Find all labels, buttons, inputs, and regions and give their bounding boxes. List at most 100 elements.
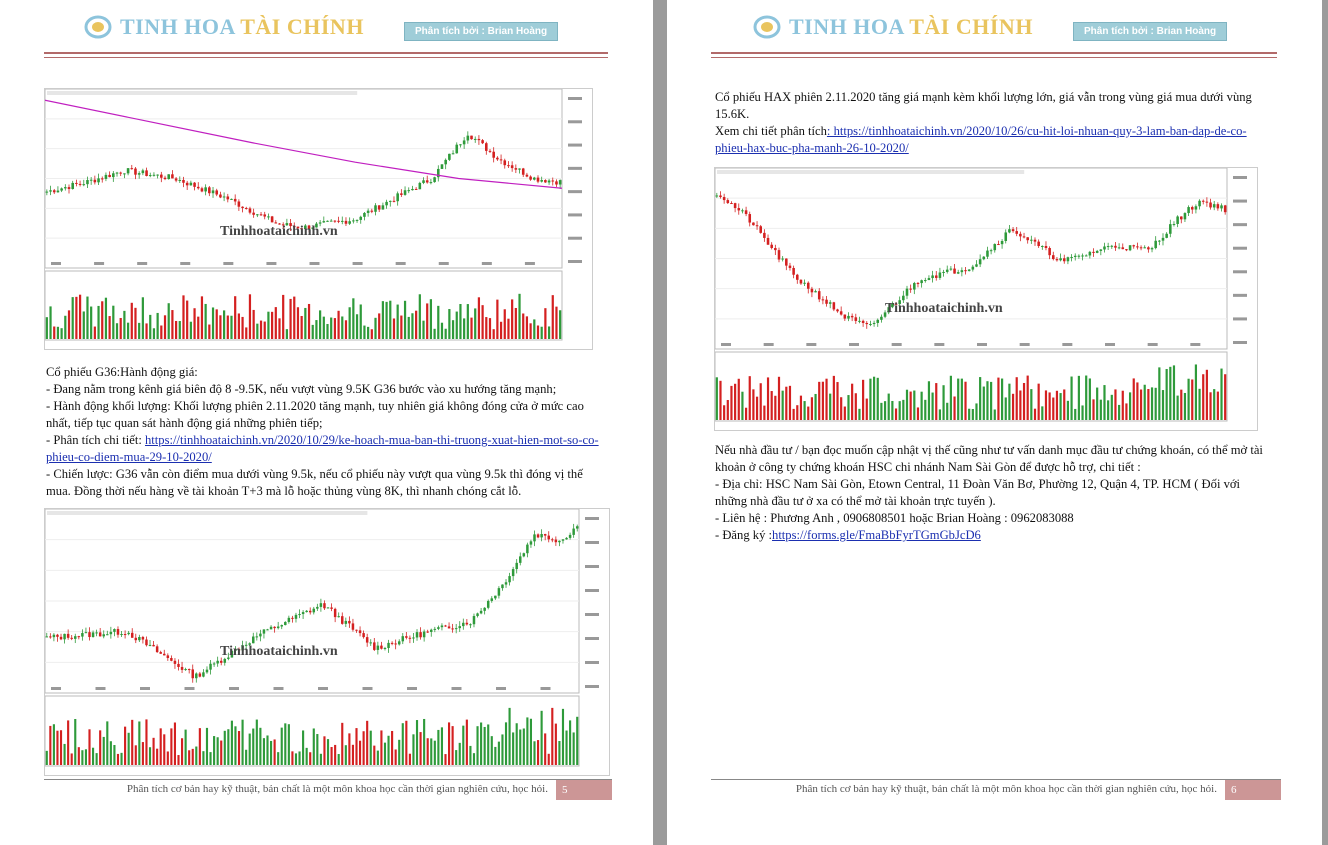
volume-bar [407, 316, 410, 339]
candle-body [84, 632, 88, 634]
candle-body [363, 212, 366, 217]
volume-bar [554, 723, 557, 765]
candle-body [575, 526, 579, 529]
volume-bar [876, 377, 879, 420]
candle-body [836, 309, 839, 312]
volume-bar [433, 740, 436, 765]
volume-bar [108, 316, 111, 339]
volume-bar [880, 402, 883, 420]
volume-bar [1216, 391, 1219, 420]
section-title: Cổ phiếu G36:Hành động giá: [46, 365, 198, 379]
candle-body [1169, 224, 1172, 234]
candle-body [525, 174, 529, 177]
volume-bar [501, 734, 504, 765]
volume-bar [415, 310, 418, 339]
candle-body [792, 267, 795, 275]
detail-link[interactable]: https://tinhhoataichinh.vn/2020/10/29/ke… [46, 433, 599, 464]
candle-body [561, 539, 565, 541]
volume-bar [451, 320, 455, 339]
volume-bar [124, 726, 127, 765]
candle-body [123, 634, 127, 636]
candle-body [1011, 229, 1015, 232]
volume-bar [63, 743, 66, 765]
brand-logo: TINH HOA TÀI CHÍNH [753, 14, 1033, 40]
candle-body [252, 636, 255, 644]
candle-body [993, 244, 997, 251]
volume-bar [458, 742, 461, 765]
candle-body [134, 637, 138, 641]
candle-body [1019, 233, 1022, 237]
candle-body [466, 135, 470, 141]
candle-body [481, 140, 484, 144]
candle-body [56, 634, 59, 637]
axis-tick-label [1233, 199, 1247, 203]
volume-bar [391, 730, 394, 765]
volume-bar [547, 326, 551, 339]
candle-body [270, 216, 274, 223]
volume-bar [490, 736, 493, 765]
volume-bar [195, 746, 198, 765]
axis-tick-label [1190, 343, 1201, 346]
candle-body [839, 311, 843, 315]
axis-tick-label [721, 343, 731, 346]
volume-bar [447, 722, 451, 765]
volume-bar [477, 297, 481, 339]
volume-bar [496, 299, 499, 339]
volume-bar [141, 297, 144, 339]
volume-bar [902, 399, 905, 420]
candle-body [167, 174, 171, 180]
volume-bar [883, 401, 887, 420]
register-link[interactable]: https://forms.gle/FmaBbFyrTGmGbJcD6 [772, 528, 981, 542]
candle-body [230, 198, 233, 200]
candle-body [1190, 207, 1194, 210]
candle-body [193, 182, 196, 187]
candle-body [355, 219, 359, 221]
volume-bar [519, 729, 522, 765]
candle-body [515, 562, 518, 570]
candle-body [554, 539, 558, 543]
candle-body [394, 643, 397, 645]
volume-bar [326, 739, 330, 765]
volume-bar [227, 729, 230, 765]
volume-bar [459, 304, 462, 339]
volume-bar [370, 329, 373, 339]
candle-body [75, 182, 78, 184]
axis-tick-label [568, 260, 582, 263]
volume-bar [148, 747, 152, 765]
candle-body [376, 645, 380, 650]
volume-bar [344, 745, 347, 765]
candle-body [1081, 255, 1084, 257]
header-rule [711, 52, 1277, 58]
volume-bar [355, 728, 358, 765]
detail-link[interactable]: : https://tinhhoataichinh.vn/2020/10/26/… [715, 124, 1247, 155]
volume-bar [259, 320, 263, 339]
axis-tick-label [1233, 223, 1247, 227]
volume-bar [576, 716, 579, 765]
volume-bar [723, 405, 726, 420]
volume-bar [508, 707, 511, 765]
volume-bar [1070, 376, 1073, 420]
volume-bar [49, 725, 52, 765]
volume-bar [266, 735, 269, 765]
candle-body [248, 208, 252, 213]
volume-bar [323, 736, 326, 765]
candle-body [407, 190, 411, 192]
candle-body [276, 626, 280, 629]
candle-body [770, 244, 773, 249]
candle-body [547, 180, 551, 183]
volume-bar [832, 375, 835, 420]
candle-body [473, 138, 477, 140]
brand-name: TINH HOA TÀI CHÍNH [120, 14, 364, 39]
volume-bar [1132, 378, 1135, 420]
candle-body [426, 631, 429, 633]
volume-bar [405, 720, 408, 765]
candle-body [832, 302, 836, 310]
volume-bar [433, 328, 436, 339]
candle-body [155, 646, 159, 653]
candle-body [1209, 202, 1212, 208]
candle-body [854, 317, 858, 321]
candle-body [45, 191, 49, 193]
candle-body [233, 198, 237, 202]
volume-bar [953, 396, 956, 420]
volume-bar [748, 376, 751, 420]
